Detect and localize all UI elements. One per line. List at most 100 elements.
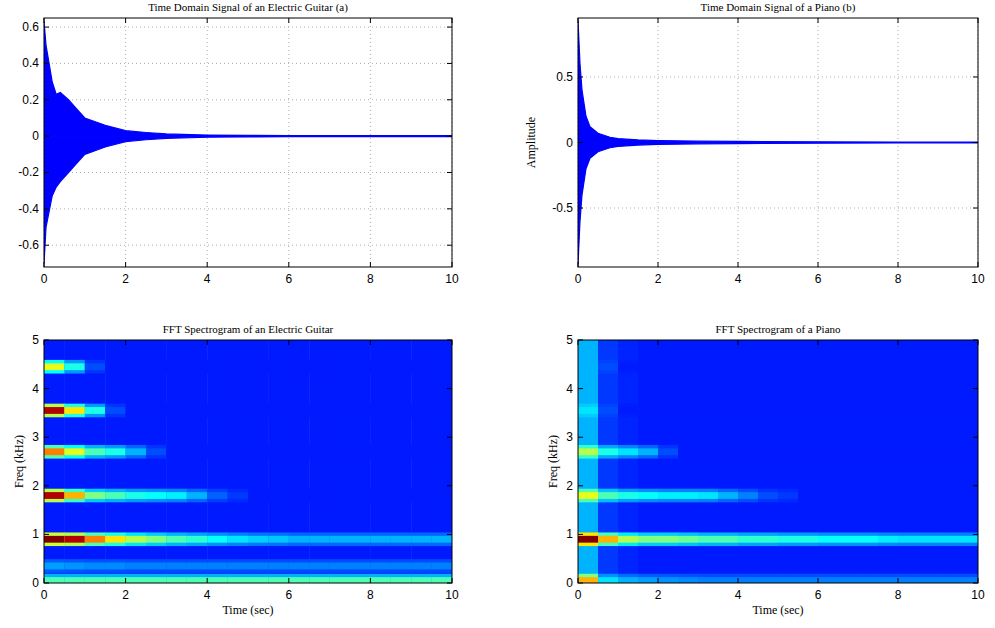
spectrogram-band [350, 363, 371, 370]
x-tick [738, 262, 739, 267]
spectrogram-band-halo [838, 489, 859, 503]
spectrogram-band-halo [289, 532, 310, 546]
spectrogram-band-halo [658, 404, 679, 418]
x-tick [125, 578, 126, 583]
y-tick [44, 136, 49, 137]
spectrogram-band [44, 407, 65, 414]
spectrogram-band-halo [858, 532, 879, 546]
spectrogram-band-halo [758, 532, 779, 546]
spectrogram-band [858, 363, 879, 370]
spectrogram-band-halo [958, 532, 978, 546]
spectrogram-band [878, 363, 899, 370]
y-tick-label: 0 [32, 576, 39, 590]
spectrogram-band-halo [698, 404, 719, 418]
spectrogram-band-halo [105, 489, 126, 503]
spectrogram-band-halo [248, 360, 269, 374]
spectrogram-band [698, 536, 719, 543]
spectrogram-band-halo [778, 532, 799, 546]
spectrogram-band [187, 536, 208, 543]
spectrogram-band-halo [778, 574, 799, 583]
spectrogram-band [44, 563, 65, 570]
spectrogram-band-halo [818, 489, 839, 503]
spectrogram-cell [268, 340, 289, 583]
spectrogram-band-halo [44, 559, 65, 573]
spectrogram-band-halo [678, 445, 699, 459]
spectrogram-band [126, 407, 147, 414]
spectrogram-band-halo [166, 360, 187, 374]
y-tick-label: 3 [566, 430, 573, 444]
spectrogram-band-halo [146, 445, 167, 459]
spectrogram-band [918, 577, 939, 583]
spectrogram-band-halo [938, 445, 959, 459]
spectrogram-band [818, 448, 839, 455]
spectrogram-band-halo [309, 489, 330, 503]
spectrogram-band [166, 536, 187, 543]
spectrogram-band [370, 577, 391, 583]
spectrogram-band [918, 536, 939, 543]
y-tick [447, 208, 452, 209]
y-tick-label: 1 [566, 527, 573, 541]
grid-line [44, 208, 452, 209]
spectrogram-band-halo [85, 489, 106, 503]
spectrogram-band-halo [126, 574, 147, 583]
spectrogram-cell [187, 340, 208, 583]
y-tick-label: 2 [566, 479, 573, 493]
spectrogram-band [105, 492, 126, 499]
spectrogram-band-halo [391, 489, 412, 503]
spectrogram-band [146, 448, 167, 455]
spectrogram-band-halo [187, 489, 208, 503]
y-tick [578, 583, 583, 584]
spectrogram-band-halo [350, 574, 371, 583]
spectrogram-band-halo [207, 445, 228, 459]
x-tick-label: 2 [122, 272, 129, 286]
spectrogram-band [938, 492, 959, 499]
spectrogram-band [958, 407, 978, 414]
x-tick [818, 262, 819, 267]
spectrogram-band-halo [44, 404, 65, 418]
spectrogram-band [918, 407, 939, 414]
spectrogram-band-halo [166, 559, 187, 573]
spectrogram-band-halo [858, 360, 879, 374]
spectrogram-band-halo [918, 532, 939, 546]
spectrogram-band [228, 448, 249, 455]
spectrogram-band [598, 407, 619, 414]
spectrogram-band-halo [678, 404, 699, 418]
spectrogram-band-halo [858, 404, 879, 418]
plot-frame [44, 18, 452, 267]
spectrogram-band [898, 536, 919, 543]
x-tick-label: 10 [445, 272, 459, 286]
spectrogram-band-halo [658, 445, 679, 459]
spectrogram-cell [658, 340, 679, 583]
spectrogram-band [64, 492, 85, 499]
y-tick [578, 340, 583, 341]
spectrogram-band [898, 577, 919, 583]
spectrogram-band [858, 492, 879, 499]
spectrogram-band [289, 407, 310, 414]
spectrogram-band-halo [126, 445, 147, 459]
x-tick-label: 8 [367, 588, 374, 602]
spectrogram-cell [411, 340, 432, 583]
y-tick [578, 388, 583, 389]
spectrogram-band-halo [918, 360, 939, 374]
spectrogram-band-halo [64, 574, 85, 583]
spectrogram-band-halo [818, 574, 839, 583]
spectrogram-band-halo [898, 360, 919, 374]
spectrogram-band-halo [578, 445, 599, 459]
x-tick [818, 18, 819, 23]
spectrogram-cell [958, 340, 978, 583]
spectrogram-band [207, 448, 228, 455]
x-axis-label: Time (sec) [222, 603, 273, 617]
spectrogram-band [126, 536, 147, 543]
spectrogram-band [698, 363, 719, 370]
y-tick [973, 485, 978, 486]
spectrogram-band-halo [658, 360, 679, 374]
spectrogram-band [248, 577, 269, 583]
spectrogram-band [105, 563, 126, 570]
x-tick [44, 340, 45, 345]
spectrogram-band [166, 363, 187, 370]
y-tick [447, 27, 452, 28]
spectrogram-band-halo [85, 559, 106, 573]
spectrogram-band [598, 577, 619, 583]
spectrogram-band [618, 407, 639, 414]
spectrogram-band [411, 563, 432, 570]
